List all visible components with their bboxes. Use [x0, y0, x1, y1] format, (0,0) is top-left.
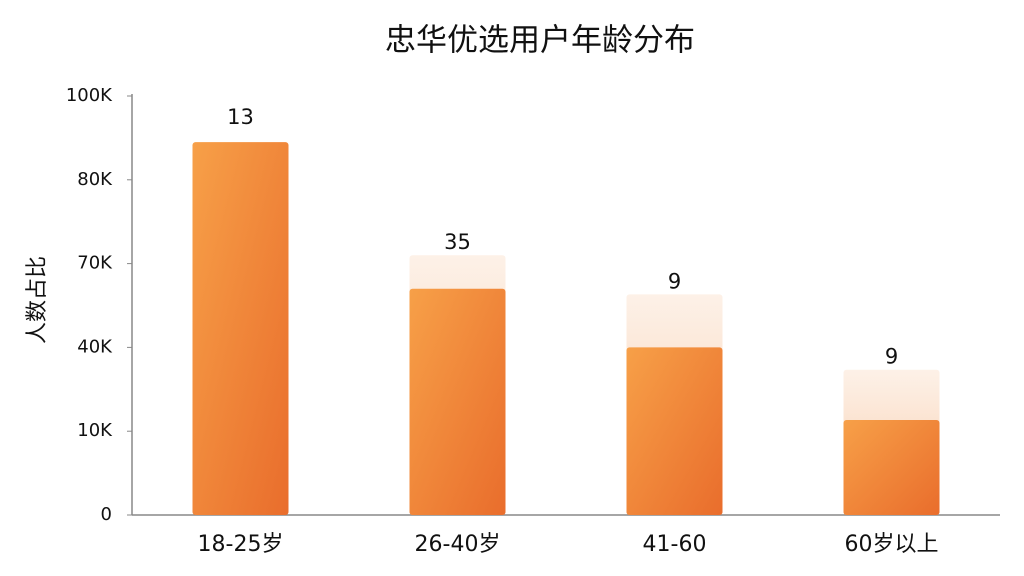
bar: [843, 420, 940, 515]
y-tick-label: 100K: [66, 85, 113, 106]
y-tick-label: 10K: [77, 420, 113, 441]
y-axis-label: 人数占比: [25, 256, 50, 344]
x-tick-label: 60岁以上: [845, 532, 939, 557]
y-tick-label: 70K: [77, 253, 113, 274]
x-tick-label: 18-25岁: [198, 532, 284, 557]
y-tick-label: 40K: [77, 336, 113, 357]
chart-title: 忠华优选用户年龄分布: [385, 23, 695, 59]
bar-annotation: 35: [444, 230, 471, 254]
y-tick-label: 0: [101, 504, 112, 525]
y-tick-label: 80K: [77, 169, 113, 190]
bar-annotation: 9: [668, 269, 681, 293]
bar: [626, 347, 723, 515]
bar-annotation: 13: [227, 105, 254, 129]
x-tick-label: 26-40岁: [415, 532, 501, 557]
x-tick-label: 41-60: [643, 532, 707, 557]
bar: [192, 142, 289, 515]
bar-annotation: 9: [885, 345, 898, 369]
bar: [409, 288, 506, 515]
